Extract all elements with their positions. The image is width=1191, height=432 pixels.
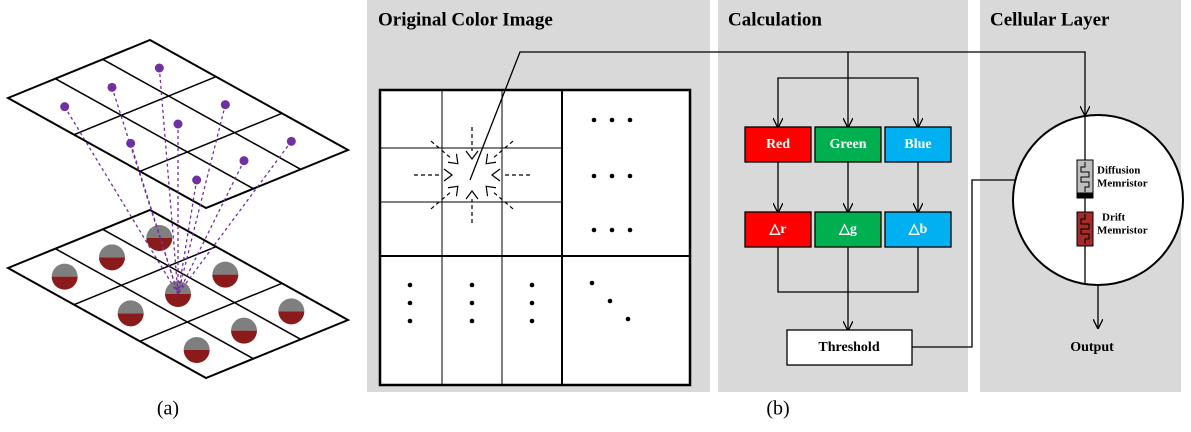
panel-a	[8, 40, 348, 378]
output-label: Output	[1070, 340, 1114, 355]
input-dot	[155, 64, 164, 73]
dot	[530, 319, 535, 324]
dot	[610, 118, 615, 123]
input-dot	[60, 102, 69, 111]
memristor-label: Diffusion	[1097, 165, 1140, 177]
dot	[628, 118, 633, 123]
neuron	[212, 262, 238, 288]
input-dot	[174, 120, 183, 129]
channel-label: Green	[829, 137, 866, 152]
channel-label: Red	[766, 137, 790, 152]
dot	[470, 301, 475, 306]
neuron	[52, 264, 78, 290]
dot	[408, 319, 413, 324]
figure: (a) Original Color Image Calculation Cel…	[0, 0, 1191, 432]
caption: (b)	[766, 398, 789, 420]
neuron	[184, 337, 210, 363]
input-dot	[108, 83, 117, 92]
dot	[470, 283, 475, 288]
delta-label: △b	[908, 222, 928, 237]
panel-title: Calculation	[728, 9, 822, 30]
channel-label: Blue	[904, 137, 931, 152]
neuron	[118, 300, 144, 326]
cell	[1013, 115, 1183, 285]
dot	[530, 301, 535, 306]
dot	[592, 118, 597, 123]
dot	[592, 228, 597, 233]
memristor-label: Memristor	[1097, 178, 1148, 190]
threshold-label: Threshold	[818, 340, 879, 355]
caption: (a)	[157, 398, 179, 420]
neuron	[231, 318, 257, 344]
panel-title: Original Color Image	[378, 9, 553, 30]
page: {"panel_a": {"caption": "(a)"}, "panel_b…	[0, 0, 1191, 432]
delta-label: △r	[769, 222, 787, 237]
input-dot	[287, 137, 296, 146]
dot	[530, 283, 535, 288]
input-dot	[240, 156, 249, 165]
panel-title: Cellular Layer	[990, 9, 1110, 30]
dot	[610, 228, 615, 233]
dot	[590, 281, 595, 286]
memristor-label: Memristor	[1097, 225, 1148, 237]
dot	[470, 319, 475, 324]
dot	[408, 283, 413, 288]
dot	[628, 174, 633, 179]
dot	[628, 228, 633, 233]
dot	[408, 301, 413, 306]
delta-label: △g	[838, 222, 857, 237]
image-grid	[380, 90, 690, 385]
dot	[610, 174, 615, 179]
neuron	[99, 244, 125, 270]
memristor-label: Drift	[1102, 212, 1126, 224]
input-dot	[192, 176, 201, 185]
neuron	[278, 298, 304, 324]
input-dot	[221, 100, 230, 109]
dot	[608, 299, 613, 304]
dot	[592, 174, 597, 179]
dot	[626, 317, 631, 322]
